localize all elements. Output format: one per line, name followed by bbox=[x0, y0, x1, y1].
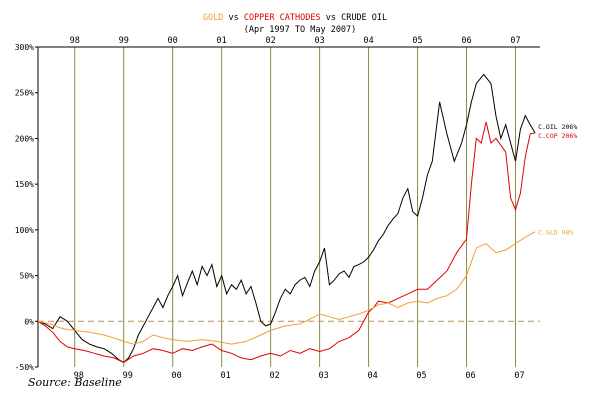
y-tick-label-200: 200% bbox=[15, 134, 34, 143]
x-tick-bottom-99: 99 bbox=[123, 371, 133, 381]
title-part-2: COPPER CATHODES bbox=[244, 13, 321, 23]
axes: 98 98 99 99 00 00 01 01 02 02 03 03 04 04 05 05 06 06 07 07… bbox=[15, 36, 540, 381]
x-tick-bottom-02: 02 bbox=[270, 371, 280, 381]
series-end-labels: C.OIL 206%C.COP 206% C.GLD 98% bbox=[538, 123, 577, 237]
x-tick-bottom-01: 01 bbox=[221, 371, 231, 381]
x-tick-bottom-07: 07 bbox=[514, 371, 524, 381]
y-tick-label-150: 150% bbox=[15, 180, 34, 189]
series-end-label-1: C.COP 206% bbox=[538, 132, 577, 140]
x-tick-bottom-03: 03 bbox=[318, 371, 328, 381]
x-tick-top-01: 01 bbox=[217, 36, 227, 46]
x-tick-top-98: 98 bbox=[70, 36, 80, 46]
chart-title: GOLD vs COPPER CATHODES vs CRUDE OIL bbox=[203, 13, 387, 23]
x-tick-bottom-00: 00 bbox=[172, 371, 182, 381]
x-tick-top-04: 04 bbox=[363, 36, 373, 46]
x-tick-top-00: 00 bbox=[168, 36, 178, 46]
x-tick-top-07: 07 bbox=[510, 36, 520, 46]
x-tick-top-99: 99 bbox=[119, 36, 129, 46]
y-tick-label-100: 100% bbox=[15, 226, 34, 235]
series-line-gold bbox=[37, 231, 536, 345]
x-tick-top-06: 06 bbox=[461, 36, 471, 46]
series-end-label-0: C.OIL 206% bbox=[538, 123, 577, 131]
y-tick-label-300: 300% bbox=[15, 43, 34, 52]
x-tick-top-03: 03 bbox=[314, 36, 324, 46]
y-tick-label--50: -50% bbox=[15, 363, 34, 372]
title-part-0: GOLD bbox=[203, 13, 223, 23]
y-tick-label-0: 0% bbox=[24, 317, 34, 326]
source-note: Source: Baseline bbox=[28, 376, 122, 389]
x-tick-top-02: 02 bbox=[266, 36, 276, 46]
series-lines bbox=[37, 73, 536, 364]
y-tick-label-50: 50% bbox=[20, 272, 35, 281]
series-line-copper-cathodes bbox=[37, 121, 536, 363]
title-part-1: vs bbox=[223, 13, 243, 23]
y-tick-label-250: 250% bbox=[15, 89, 34, 98]
x-tick-bottom-98: 98 bbox=[74, 371, 84, 381]
title-part-3: vs bbox=[321, 13, 341, 23]
series-end-label-2: C.GLD 98% bbox=[538, 229, 573, 237]
series-line-crude-oil bbox=[37, 73, 536, 364]
x-tick-top-05: 05 bbox=[412, 36, 422, 46]
chart-subtitle: (Apr 1997 TO May 2007) bbox=[244, 25, 357, 35]
title-part-4: CRUDE OIL bbox=[341, 13, 387, 23]
x-tick-bottom-05: 05 bbox=[416, 371, 426, 381]
grid-lines bbox=[38, 47, 540, 367]
x-tick-bottom-06: 06 bbox=[465, 371, 475, 381]
x-tick-bottom-04: 04 bbox=[367, 371, 377, 381]
